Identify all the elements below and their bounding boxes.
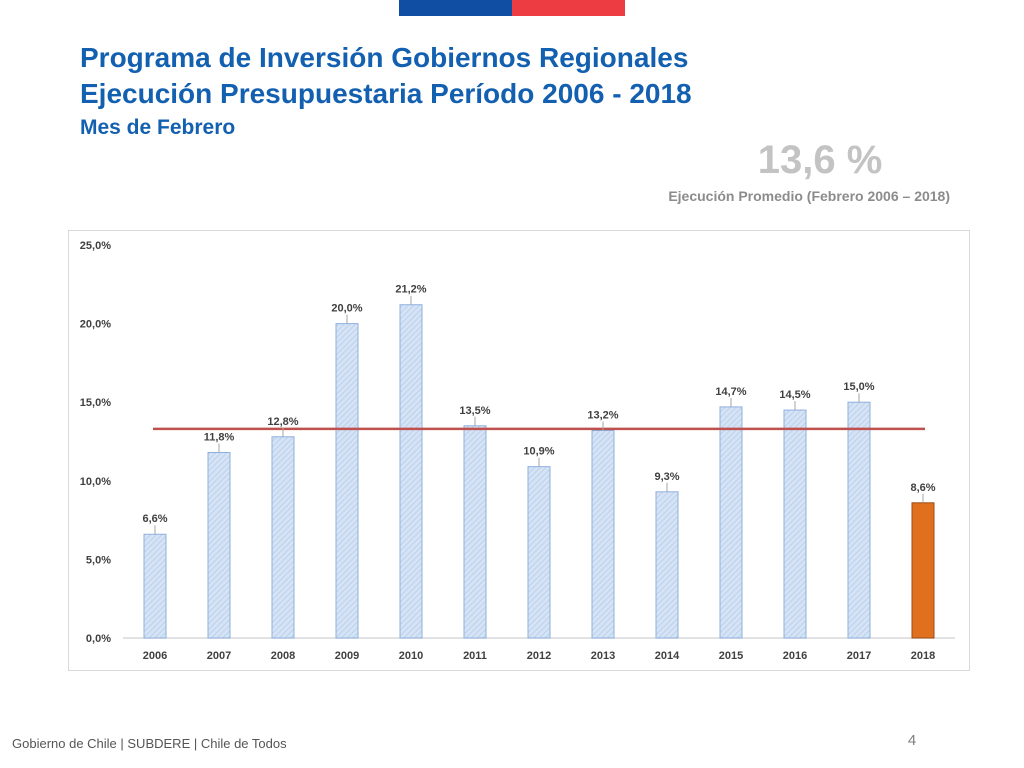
data-label: 21,2% (395, 284, 426, 296)
x-tick-label: 2012 (527, 650, 551, 662)
bar-2008 (271, 436, 295, 639)
kpi-average-caption: Ejecución Promedio (Febrero 2006 – 2018) (668, 188, 950, 204)
y-tick-label: 15,0% (80, 397, 111, 409)
data-label: 11,8% (204, 432, 235, 444)
data-label: 6,6% (142, 513, 167, 525)
bar-2010 (399, 304, 423, 639)
bar-2009 (335, 323, 359, 639)
y-tick-label: 0,0% (86, 633, 111, 645)
footer-text: Gobierno de Chile | SUBDERE | Chile de T… (12, 736, 287, 751)
x-tick-label: 2015 (719, 650, 743, 662)
data-label: 15,0% (843, 381, 874, 393)
y-tick-label: 20,0% (80, 319, 111, 331)
title-line-2: Ejecución Presupuestaria Período 2006 - … (80, 78, 692, 109)
flag-red-stripe (512, 0, 625, 16)
x-tick-label: 2011 (463, 650, 487, 662)
bar-2007 (207, 452, 231, 639)
y-tick-label: 10,0% (80, 476, 111, 488)
x-tick-label: 2007 (207, 650, 231, 662)
chart-panel: 0,0% 5,0% 10,0% 15,0% 20,0% 25,0% 2006 2007 2008… (68, 230, 970, 671)
bar-2013 (591, 429, 615, 639)
bar-2012 (527, 466, 551, 639)
x-tick-label: 2009 (335, 650, 359, 662)
bar-2014 (655, 491, 679, 639)
y-tick-label: 5,0% (86, 554, 111, 566)
page-number: 4 (907, 732, 917, 749)
x-tick-label: 2017 (847, 650, 871, 662)
bar-2016 (783, 409, 807, 639)
data-label: 9,3% (654, 471, 679, 483)
flag-blue-stripe (399, 0, 512, 16)
kpi-average-value: 13,6 % (757, 138, 883, 182)
slide-title: Programa de Inversión Gobiernos Regional… (80, 40, 692, 112)
x-tick-label: 2014 (655, 650, 680, 662)
x-tick-label: 2013 (591, 650, 615, 662)
bar-chart: 0,0% 5,0% 10,0% 15,0% 20,0% 25,0% 2006 2007 2008… (80, 240, 955, 662)
title-line-1: Programa de Inversión Gobiernos Regional… (80, 42, 689, 73)
data-label: 13,5% (459, 405, 490, 417)
bar-2011 (463, 425, 487, 639)
data-label: 14,7% (715, 386, 746, 398)
bar-2006 (143, 533, 167, 639)
x-tick-label: 2016 (783, 650, 807, 662)
data-label: 10,9% (523, 446, 554, 458)
bar-2018 (911, 502, 935, 639)
flag-bar (399, 0, 625, 16)
x-tick-label: 2008 (271, 650, 295, 662)
x-tick-label: 2006 (143, 650, 167, 662)
data-label: 8,6% (910, 482, 935, 494)
data-label: 14,5% (779, 389, 810, 401)
slide-subtitle: Mes de Febrero (80, 116, 236, 139)
x-tick-label: 2010 (399, 650, 423, 662)
data-label: 20,0% (331, 303, 362, 315)
data-label: 13,2% (587, 409, 618, 421)
bar-2015 (719, 406, 743, 639)
data-label: 12,8% (267, 416, 298, 428)
x-tick-label: 2018 (911, 650, 935, 662)
y-tick-label: 25,0% (80, 240, 111, 252)
bar-2017 (847, 401, 871, 639)
